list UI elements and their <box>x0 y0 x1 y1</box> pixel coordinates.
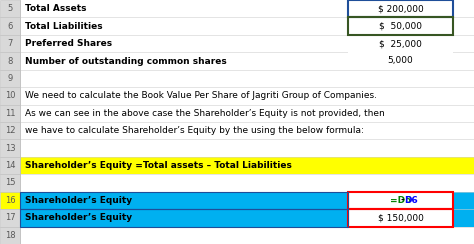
Bar <box>20 122 474 139</box>
Bar <box>0 227 20 244</box>
Text: Total Liabilities: Total Liabilities <box>25 22 103 31</box>
Bar <box>20 209 474 227</box>
Bar <box>20 87 474 105</box>
Bar <box>20 192 474 209</box>
Bar <box>348 17 453 35</box>
Text: 12: 12 <box>5 126 15 135</box>
Text: Total Assets: Total Assets <box>25 4 86 13</box>
Bar <box>348 192 453 209</box>
Text: $ 200,000: $ 200,000 <box>378 4 423 13</box>
Bar <box>20 52 474 70</box>
Bar <box>348 209 453 227</box>
Bar <box>20 174 474 192</box>
Text: Shareholder’s Equity =Total assets – Total Liabilities: Shareholder’s Equity =Total assets – Tot… <box>25 161 292 170</box>
Text: $  50,000: $ 50,000 <box>379 22 422 31</box>
Text: As we can see in the above case the Shareholder’s Equity is not provided, then: As we can see in the above case the Shar… <box>25 109 385 118</box>
Text: Shareholder’s Equity: Shareholder’s Equity <box>25 213 132 222</box>
Bar <box>20 17 474 35</box>
Bar <box>0 209 20 227</box>
Bar <box>0 139 20 157</box>
Bar <box>348 35 453 52</box>
Text: We need to calculate the Book Value Per Share of Jagriti Group of Companies.: We need to calculate the Book Value Per … <box>25 91 377 100</box>
Bar <box>0 35 20 52</box>
Bar <box>20 70 474 87</box>
Bar <box>20 209 348 227</box>
Text: Shareholder’s Equity: Shareholder’s Equity <box>25 196 132 205</box>
Text: we have to calculate Shareholder’s Equity by the using the below formula:: we have to calculate Shareholder’s Equit… <box>25 126 364 135</box>
Text: 11: 11 <box>5 109 15 118</box>
Bar <box>348 0 453 17</box>
Bar <box>0 174 20 192</box>
Bar <box>20 139 474 157</box>
Text: 9: 9 <box>8 74 13 83</box>
Text: 5,000: 5,000 <box>388 57 413 65</box>
Text: D6: D6 <box>404 196 418 205</box>
Bar <box>20 105 474 122</box>
Text: 7: 7 <box>7 39 13 48</box>
Text: 18: 18 <box>5 231 15 240</box>
Bar <box>0 87 20 105</box>
Bar <box>348 17 453 35</box>
Bar <box>348 52 453 70</box>
Bar <box>0 157 20 174</box>
Text: 6: 6 <box>7 22 13 31</box>
Text: 5: 5 <box>8 4 13 13</box>
Text: -: - <box>401 196 404 205</box>
Bar <box>0 0 20 17</box>
Text: 16: 16 <box>5 196 15 205</box>
Bar <box>20 35 474 52</box>
Text: 14: 14 <box>5 161 15 170</box>
Text: 15: 15 <box>5 179 15 187</box>
Bar <box>348 209 453 227</box>
Bar <box>20 192 348 209</box>
Bar <box>0 17 20 35</box>
Text: 13: 13 <box>5 144 15 153</box>
Text: Number of outstanding common shares: Number of outstanding common shares <box>25 57 227 65</box>
Text: $ 150,000: $ 150,000 <box>378 213 423 222</box>
Bar <box>348 192 453 209</box>
Bar <box>20 227 474 244</box>
Bar <box>0 105 20 122</box>
Bar <box>20 0 474 17</box>
Text: 8: 8 <box>7 57 13 65</box>
Text: =D5: =D5 <box>391 196 412 205</box>
Bar <box>20 157 474 174</box>
Text: 10: 10 <box>5 91 15 100</box>
Bar <box>0 70 20 87</box>
Bar <box>0 122 20 139</box>
Text: Preferred Shares: Preferred Shares <box>25 39 112 48</box>
Bar <box>348 0 453 17</box>
Text: $  25,000: $ 25,000 <box>379 39 422 48</box>
Bar <box>0 192 20 209</box>
Bar <box>0 52 20 70</box>
Text: 17: 17 <box>5 213 15 222</box>
